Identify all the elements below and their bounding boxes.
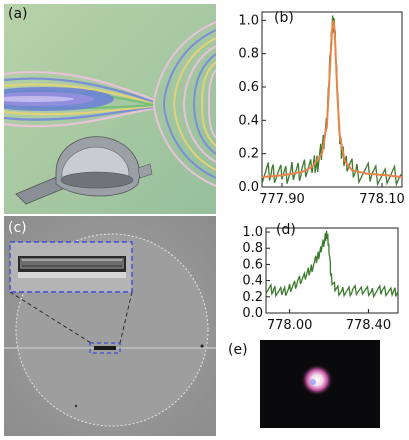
spectrum-d-svg: 0.00.20.4 0.60.81.0 778.00 778.40 [242,225,399,333]
interference-fringes-image [4,4,216,214]
plot-area [261,11,403,188]
panel-a-micrograph: (a) [4,4,216,214]
panel-label-a: (a) [8,6,28,22]
y-tick-label: 0.8 [238,47,259,62]
y-tick-label: 0.2 [238,147,259,162]
x-tick-label: 778.10 [359,192,405,207]
panel-e-emission-image [260,340,380,428]
emission-spot-image [301,364,333,396]
emission-spot [301,364,333,396]
panel-c-sem-image: (c) [4,216,216,436]
y-tick-label: 1.0 [242,225,263,240]
y-tick-label: 1.0 [238,13,259,28]
x-tick-label: 778.40 [346,318,392,333]
y-tick-label: 0.0 [238,180,259,195]
panel-b-spectrum-chart: 0.0 0.2 0.4 0.6 0.8 1.0 777.90 778.10 (b) [218,0,409,212]
data-series-line [265,230,399,299]
x-tick-label: 778.00 [267,318,313,333]
panel-label-d: (d) [276,222,296,238]
panel-label-e: (e) [228,342,248,358]
y-tick-label: 0.6 [242,257,263,272]
slot-highlight-box [89,342,121,354]
y-tick-label: 0.4 [242,274,263,289]
panel-d-spectrum-chart: 0.0 0.2 0.4 0.6 0.8 1.0 778.00 778.40 (d) [218,218,409,344]
zoom-connector-right [119,291,133,344]
spectrum-b-svg: 0.0 0.2 0.4 0.6 0.8 1.0 777.90 778.10 [238,11,405,207]
dome-sketch-illustration [15,136,153,205]
slot-feature [94,346,116,350]
panel-label-b: (b) [274,10,294,26]
y-tick-label: 0.8 [242,241,263,256]
zoom-inset-slot [18,256,126,278]
plot-area [265,227,399,314]
zoom-connector-left [9,291,92,344]
fit-series-line [261,20,403,178]
sem-micrograph [4,216,216,436]
y-tick-label: 0.4 [238,113,259,128]
x-tick-label: 777.90 [259,192,305,207]
y-tick-label: 0.0 [242,306,263,321]
y-tick-label: 0.2 [242,290,263,305]
panel-label-c: (c) [8,220,27,236]
y-tick-label: 0.6 [238,80,259,95]
